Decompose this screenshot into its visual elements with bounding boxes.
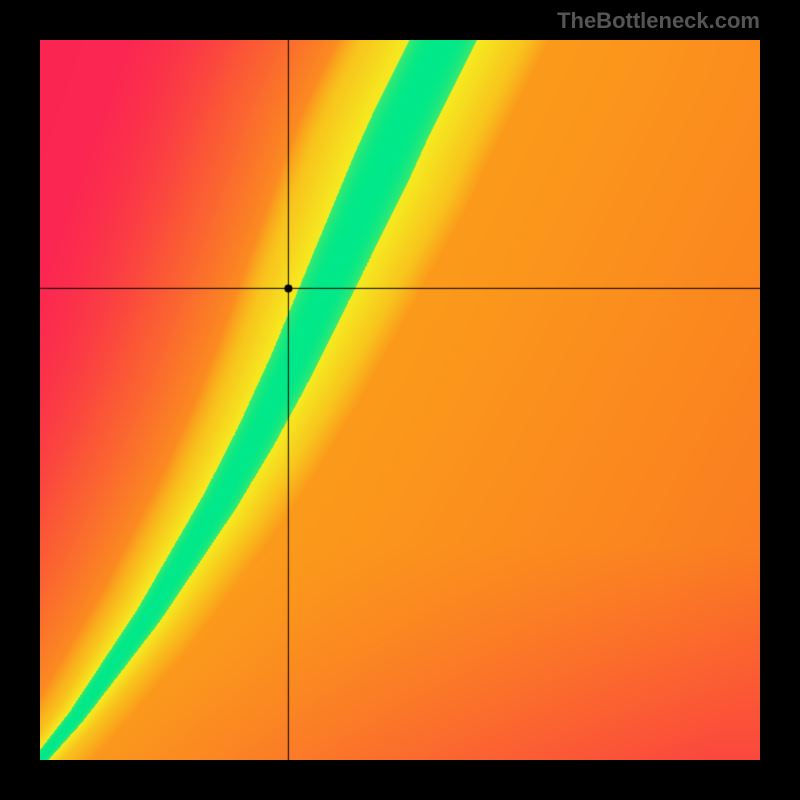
heatmap-canvas (40, 40, 760, 760)
watermark-text: TheBottleneck.com (557, 8, 760, 34)
heatmap-plot (40, 40, 760, 760)
